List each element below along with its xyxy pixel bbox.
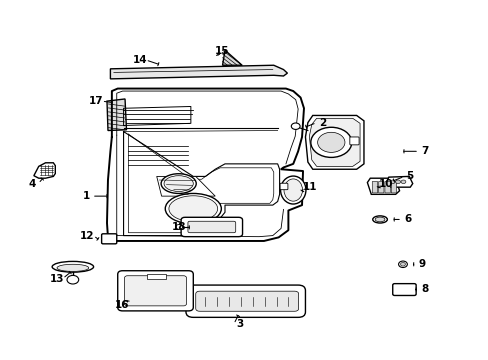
Text: 16: 16 <box>114 300 129 310</box>
Text: 1: 1 <box>82 191 89 201</box>
Text: 5: 5 <box>406 171 413 181</box>
Polygon shape <box>386 176 412 187</box>
Polygon shape <box>147 274 166 279</box>
Text: 3: 3 <box>236 319 243 329</box>
FancyBboxPatch shape <box>187 221 235 233</box>
Ellipse shape <box>168 196 217 222</box>
Circle shape <box>400 180 405 184</box>
FancyBboxPatch shape <box>181 217 242 237</box>
Polygon shape <box>157 176 215 196</box>
Ellipse shape <box>57 264 88 271</box>
Polygon shape <box>107 89 304 241</box>
Circle shape <box>400 262 405 266</box>
Polygon shape <box>34 163 55 178</box>
Polygon shape <box>110 65 287 79</box>
Polygon shape <box>305 116 363 169</box>
Circle shape <box>291 123 300 130</box>
Text: 12: 12 <box>80 231 95 240</box>
Polygon shape <box>107 99 126 131</box>
FancyBboxPatch shape <box>185 285 305 318</box>
Ellipse shape <box>280 176 305 204</box>
FancyBboxPatch shape <box>378 181 383 193</box>
Ellipse shape <box>163 176 193 192</box>
Text: 4: 4 <box>29 179 36 189</box>
Polygon shape <box>309 118 359 166</box>
Circle shape <box>398 261 407 267</box>
Text: 2: 2 <box>318 118 325 128</box>
FancyBboxPatch shape <box>195 291 298 311</box>
Text: 11: 11 <box>303 182 317 192</box>
FancyBboxPatch shape <box>384 181 389 193</box>
FancyBboxPatch shape <box>280 183 287 190</box>
Ellipse shape <box>161 174 196 193</box>
Circle shape <box>389 180 394 184</box>
Text: 6: 6 <box>404 215 410 224</box>
FancyBboxPatch shape <box>390 181 396 193</box>
FancyBboxPatch shape <box>349 137 358 145</box>
Circle shape <box>317 132 344 152</box>
Ellipse shape <box>374 217 384 222</box>
Polygon shape <box>366 178 399 194</box>
Ellipse shape <box>372 216 386 223</box>
Polygon shape <box>222 50 242 65</box>
Text: 9: 9 <box>418 259 425 269</box>
FancyBboxPatch shape <box>371 181 377 193</box>
Text: 17: 17 <box>88 96 103 106</box>
Text: 8: 8 <box>421 284 427 294</box>
Circle shape <box>395 180 400 184</box>
FancyBboxPatch shape <box>124 276 186 306</box>
Text: 10: 10 <box>378 179 392 189</box>
Text: 13: 13 <box>49 274 64 284</box>
Circle shape <box>310 127 351 157</box>
Text: 14: 14 <box>132 55 147 65</box>
FancyBboxPatch shape <box>102 234 117 244</box>
Polygon shape <box>123 132 279 235</box>
FancyBboxPatch shape <box>118 271 193 311</box>
FancyBboxPatch shape <box>392 284 415 296</box>
Ellipse shape <box>52 261 93 272</box>
Circle shape <box>175 225 182 229</box>
Text: 18: 18 <box>171 222 185 232</box>
Ellipse shape <box>284 179 302 201</box>
Circle shape <box>67 275 79 284</box>
Text: 15: 15 <box>215 46 229 56</box>
Ellipse shape <box>165 193 221 224</box>
Text: 7: 7 <box>420 146 427 156</box>
